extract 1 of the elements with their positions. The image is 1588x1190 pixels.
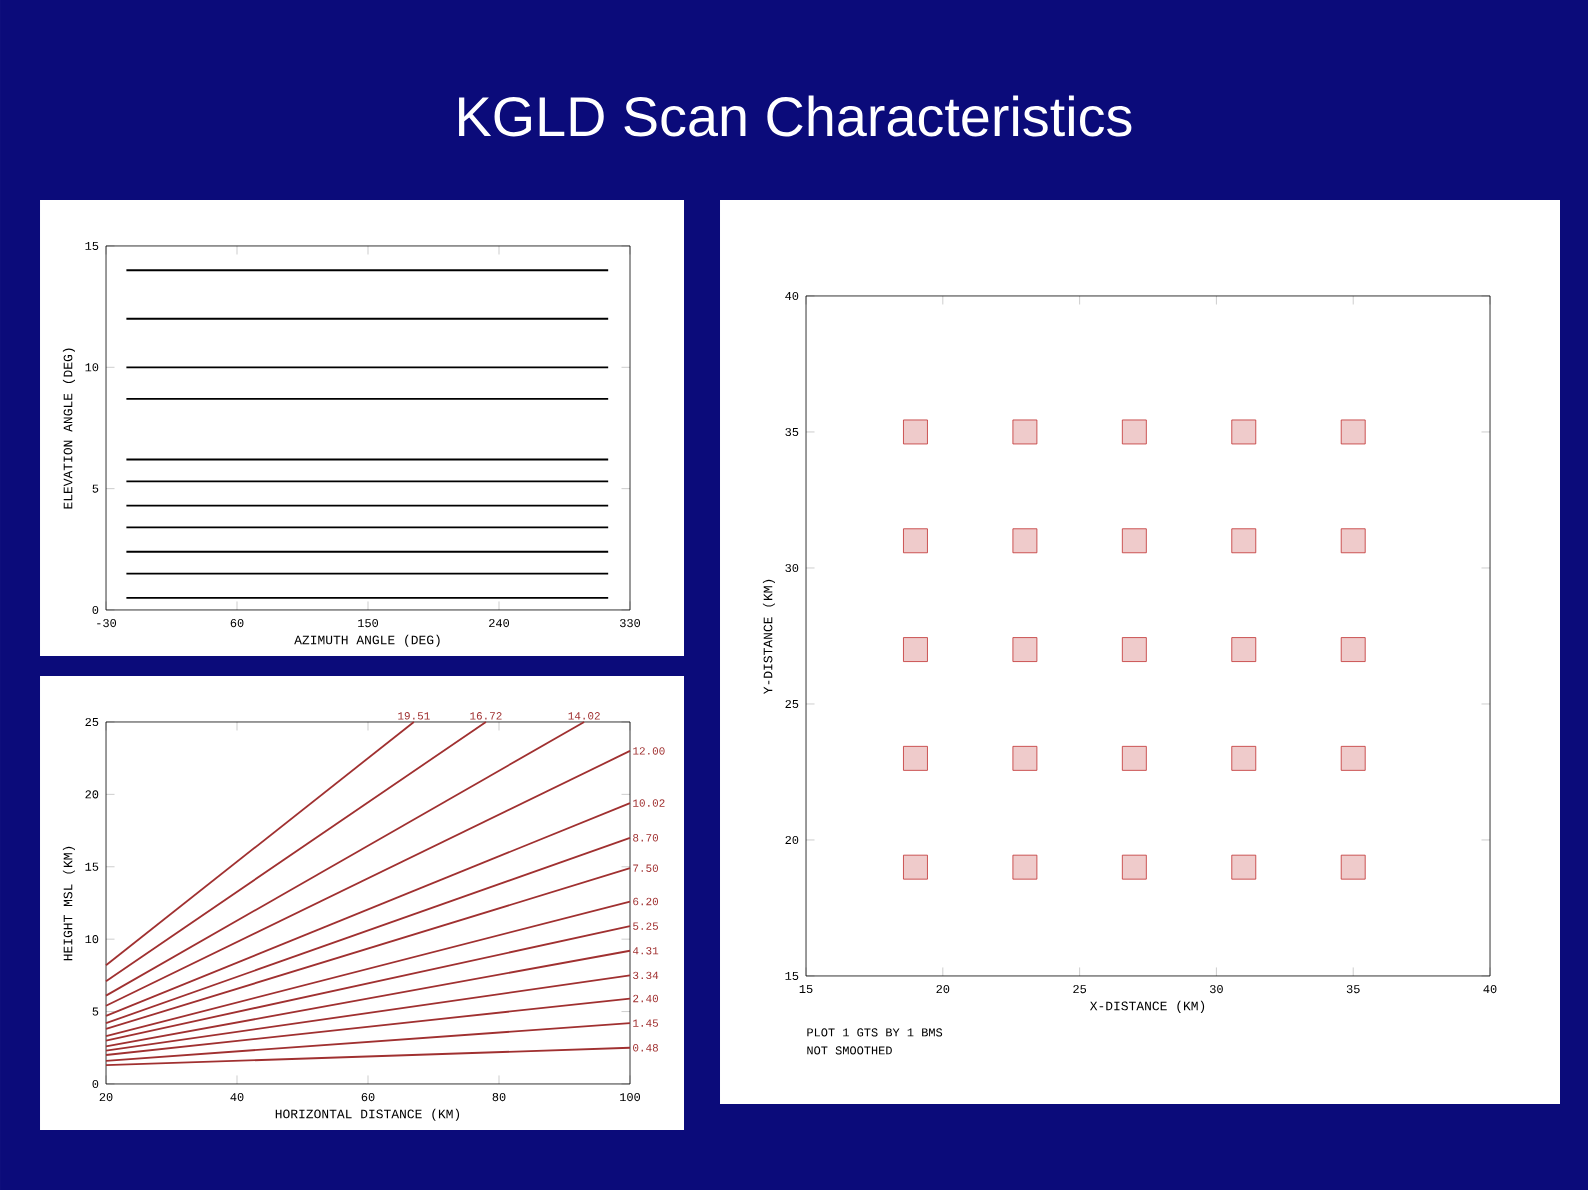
text: KGLD Scan Characteristics [459,95,1132,137]
